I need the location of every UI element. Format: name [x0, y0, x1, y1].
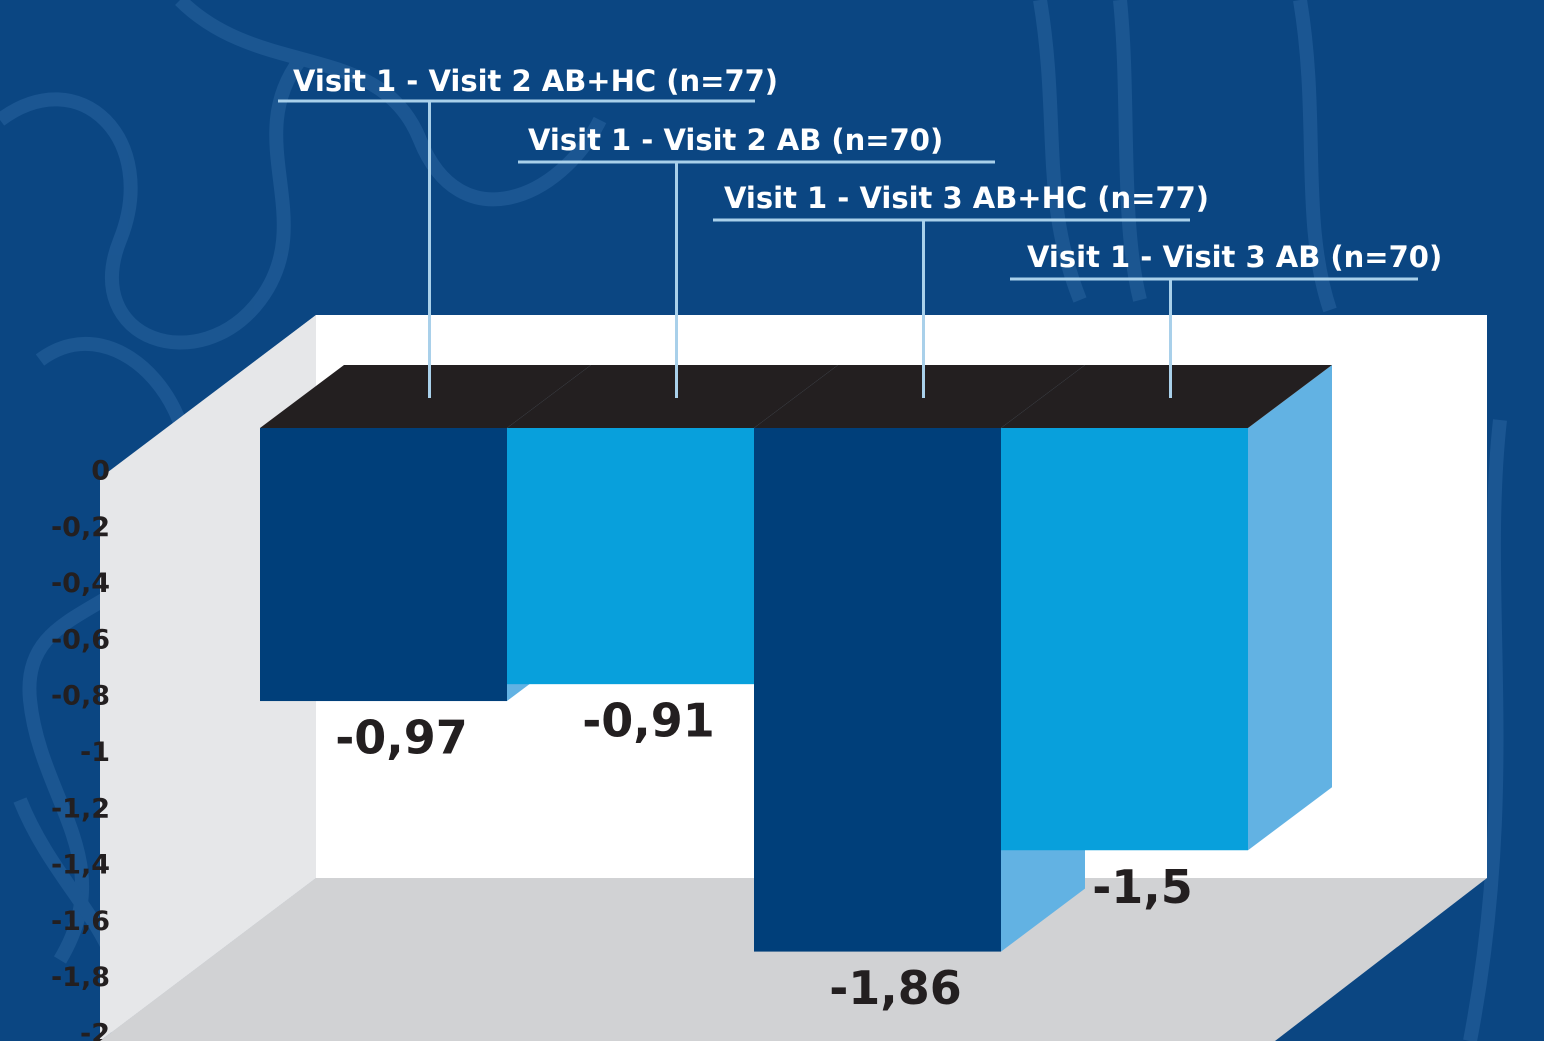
pattern-curve: [0, 55, 306, 350]
y-tick-label: -0,2: [51, 512, 110, 543]
y-tick-label: -1: [80, 737, 110, 768]
y-tick-label: -0,4: [51, 568, 110, 599]
legend-callouts: Visit 1 - Visit 2 AB+HC (n=77) Visit 1 - …: [278, 64, 1442, 398]
floor: [100, 878, 1487, 1041]
bar: [754, 428, 1001, 952]
y-tick-label: -1,4: [51, 850, 110, 881]
pattern-curve: [1113, 0, 1147, 302]
pattern-curve: [22, 337, 197, 964]
bar-top: [507, 365, 838, 428]
value-label: -1,86: [829, 961, 962, 1015]
bar-top: [260, 365, 591, 428]
pattern-curve: [175, 0, 607, 207]
pattern-curve: [1293, 0, 1337, 313]
value-label: -0,97: [335, 711, 468, 765]
value-label: -0,91: [582, 694, 715, 748]
bars: -0,97 -0,91 -1,86 -1,5: [260, 365, 1332, 1015]
bar-side: [1248, 365, 1332, 851]
bar: [260, 428, 507, 702]
bar-top: [1001, 365, 1332, 428]
floor-edge: [100, 878, 316, 1041]
y-tick-label: 0: [91, 456, 110, 487]
background-pattern: [0, 0, 1507, 1041]
pattern-curve: [1463, 419, 1507, 1041]
category-label: Visit 1 - Visit 2 AB (n=70): [528, 123, 943, 157]
category-label: Visit 1 - Visit 3 AB+HC (n=77): [724, 181, 1209, 215]
category-label: Visit 1 - Visit 2 AB+HC (n=77): [293, 64, 778, 98]
category-label: Visit 1 - Visit 3 AB (n=70): [1027, 240, 1442, 274]
bar: [1001, 428, 1248, 851]
y-tick-label: -2: [80, 1019, 110, 1041]
y-tick-label: -0,6: [51, 624, 110, 655]
y-tick-label: -1,6: [51, 906, 110, 937]
y-tick-label: -0,8: [51, 681, 110, 712]
pattern-curve: [1033, 0, 1087, 303]
bar: [507, 428, 754, 685]
bar-top: [754, 365, 1085, 428]
y-tick-label: -1,2: [51, 793, 110, 824]
value-label: -1,5: [1092, 860, 1193, 914]
y-tick-label: -1,8: [51, 962, 110, 993]
